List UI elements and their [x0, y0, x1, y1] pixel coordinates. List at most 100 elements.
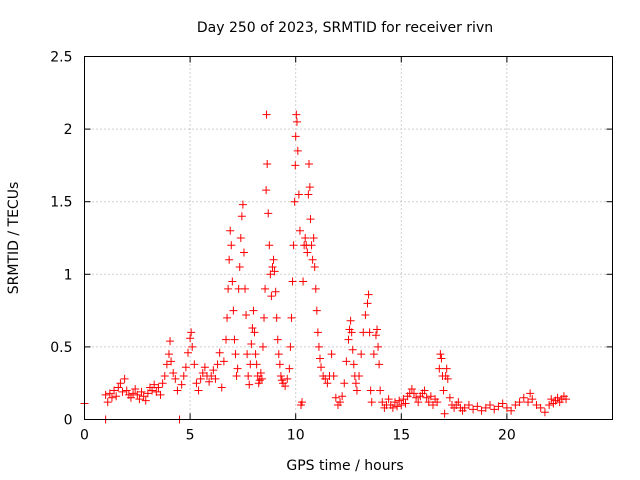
data-point	[540, 408, 549, 417]
data-point	[414, 398, 423, 407]
data-point	[268, 263, 277, 272]
y-tick-label: 0	[64, 413, 73, 429]
data-point	[156, 390, 165, 399]
data-point	[293, 146, 302, 155]
data-point	[248, 324, 257, 333]
data-point	[365, 328, 374, 337]
data-point	[250, 328, 259, 337]
data-point	[286, 342, 295, 351]
y-axis-label: SRMTID / TECUs	[6, 182, 22, 295]
tick-labels: 0 5 10 15 20 0 0.5 1 1.5 2 2.5	[50, 50, 516, 444]
data-point	[209, 366, 218, 375]
data-point	[164, 350, 173, 359]
data-point	[436, 350, 445, 359]
data-point	[143, 389, 152, 398]
data-point	[281, 382, 290, 391]
x-tick-label: 5	[186, 428, 195, 444]
data-point	[275, 360, 284, 369]
data-point	[207, 371, 216, 380]
data-point	[486, 400, 495, 409]
data-point	[223, 313, 232, 322]
data-point	[251, 350, 260, 359]
data-point	[264, 209, 273, 218]
data-point	[179, 371, 188, 380]
x-tick-label: 20	[498, 428, 516, 444]
data-point	[187, 328, 196, 337]
data-point	[247, 339, 256, 348]
data-point	[215, 348, 224, 357]
data-point	[110, 386, 119, 395]
data-point	[304, 190, 313, 199]
data-point	[481, 403, 490, 412]
data-point	[139, 392, 148, 401]
data-point	[263, 159, 272, 168]
data-point	[222, 335, 231, 344]
y-tick-label: 1.5	[50, 195, 72, 211]
data-point	[258, 342, 267, 351]
data-point	[310, 263, 319, 272]
data-point	[131, 385, 140, 394]
data-point	[152, 387, 161, 396]
data-point	[437, 354, 446, 363]
data-point	[190, 360, 199, 369]
x-axis-label: GPS time / hours	[286, 458, 403, 474]
data-point	[225, 255, 234, 264]
data-point	[232, 371, 241, 380]
plot-frame	[84, 56, 613, 420]
data-point	[536, 403, 545, 412]
data-point	[148, 386, 157, 395]
data-point	[355, 371, 364, 380]
data-point	[233, 364, 242, 373]
data-point	[177, 380, 186, 389]
data-point	[313, 328, 322, 337]
data-point	[105, 389, 114, 398]
data-point	[245, 380, 254, 389]
data-point	[369, 350, 378, 359]
data-point	[305, 159, 314, 168]
data-point	[303, 248, 312, 257]
data-point	[186, 334, 195, 343]
data-point	[295, 226, 304, 235]
data-point	[229, 306, 238, 315]
data-point	[442, 364, 451, 373]
data-point	[435, 364, 444, 373]
data-point	[409, 389, 418, 398]
data-point	[256, 369, 265, 378]
data-point	[393, 402, 402, 411]
data-point	[292, 117, 301, 126]
data-point	[238, 200, 247, 209]
data-point	[399, 395, 408, 404]
data-point	[397, 400, 406, 409]
data-point	[401, 399, 410, 408]
data-point	[230, 335, 239, 344]
data-point	[346, 316, 355, 325]
data-point	[390, 398, 399, 407]
data-point	[351, 379, 360, 388]
data-point	[376, 386, 385, 395]
data-point	[283, 374, 292, 383]
data-point	[378, 398, 387, 407]
data-point	[249, 306, 258, 315]
data-point	[338, 392, 347, 401]
data-point	[349, 360, 358, 369]
data-point	[366, 386, 375, 395]
data-point	[213, 360, 222, 369]
data-point	[272, 313, 281, 322]
data-point	[226, 226, 235, 235]
data-point	[384, 395, 393, 404]
data-point	[160, 371, 169, 380]
data-point	[227, 241, 236, 250]
data-point	[162, 360, 171, 369]
data-point	[490, 405, 499, 414]
data-point	[329, 371, 338, 380]
data-point	[217, 383, 226, 392]
data-point	[440, 409, 449, 418]
data-point	[135, 395, 144, 404]
data-point	[524, 398, 533, 407]
data-point	[261, 284, 270, 293]
data-point	[562, 395, 571, 404]
data-point	[515, 398, 524, 407]
data-point	[239, 248, 248, 257]
data-point	[422, 393, 431, 402]
